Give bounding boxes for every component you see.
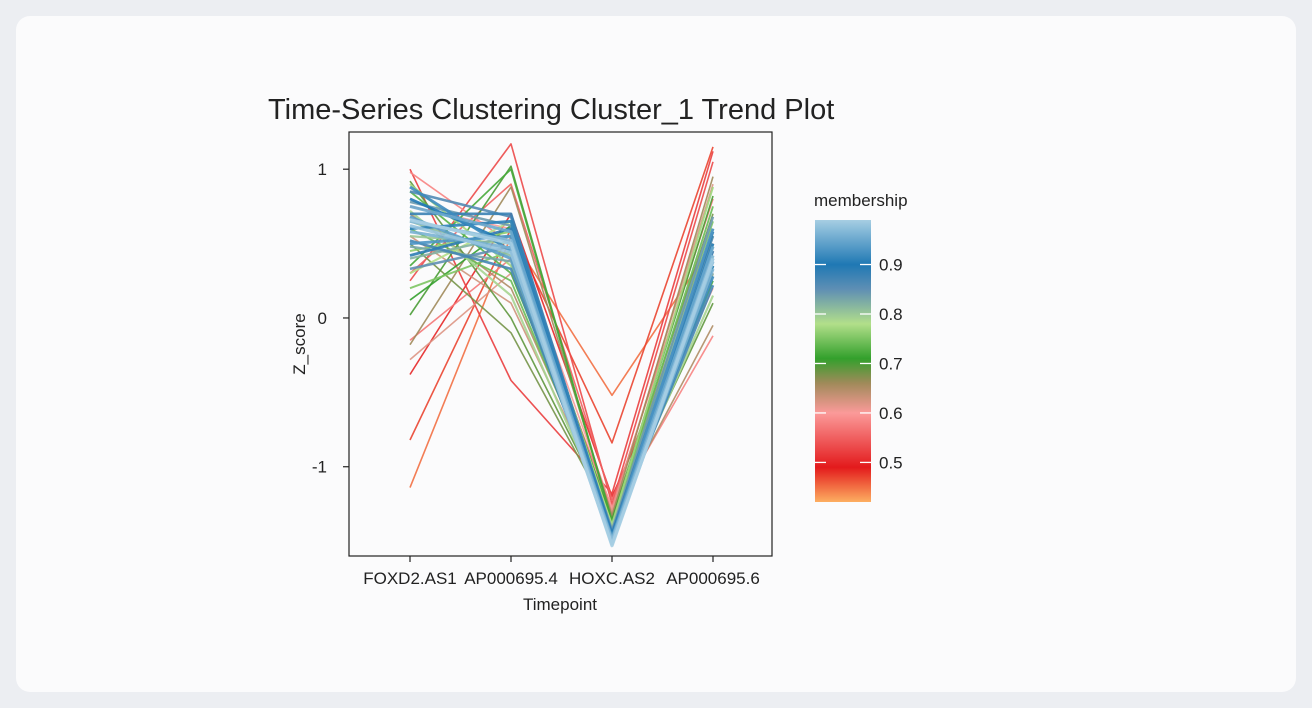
legend-title: membership: [814, 191, 908, 210]
x-tick-label: AP000695.6: [666, 569, 760, 588]
chart-title: Time-Series Clustering Cluster_1 Trend P…: [268, 94, 834, 126]
legend-tick-label: 0.5: [879, 453, 903, 472]
legend-tick-label: 0.8: [879, 305, 903, 324]
x-tick-label: AP000695.4: [464, 569, 558, 588]
y-tick-label: -1: [312, 458, 327, 477]
plot-frame: [348, 131, 773, 557]
legend-tick-label: 0.9: [879, 256, 903, 275]
legend-ticks: 0.9 0.8 0.7 0.6 0.5: [815, 256, 903, 472]
y-axis: 1 0 -1: [312, 160, 349, 477]
legend-tick-label: 0.6: [879, 404, 903, 423]
series-line-45: [409, 218, 715, 548]
y-axis-title: Z_score: [290, 313, 309, 374]
series-line-5: [409, 143, 714, 505]
x-tick-label: HOXC.AS2: [569, 569, 655, 588]
legend-colorbar: [815, 220, 871, 502]
series-lines: [409, 143, 715, 548]
series-line-41: [409, 204, 715, 542]
legend-tick-label: 0.7: [879, 354, 903, 373]
x-axis-title: Timepoint: [523, 595, 597, 614]
y-tick-label: 0: [318, 309, 327, 328]
series-line-13: [409, 176, 714, 517]
series-line-2: [409, 146, 714, 444]
y-tick-label: 1: [318, 160, 327, 179]
x-tick-label: FOXD2.AS1: [363, 569, 457, 588]
series-line-1: [409, 235, 714, 488]
x-axis: FOXD2.AS1 AP000695.4 HOXC.AS2 AP000695.6: [363, 556, 760, 588]
series-line-4: [409, 151, 714, 495]
